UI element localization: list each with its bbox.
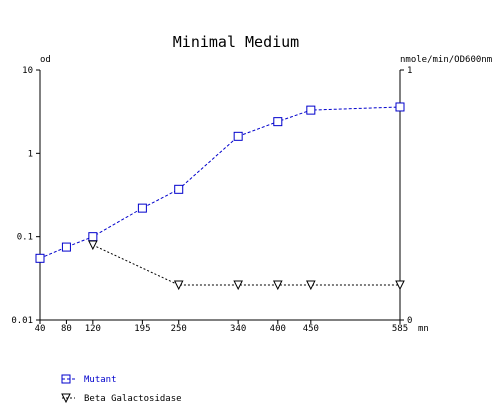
x-tick-label: 195 bbox=[134, 324, 150, 334]
data-point-mutant bbox=[273, 117, 283, 127]
x-tick-label: 585 bbox=[392, 324, 408, 334]
data-point-beta-galactosidase bbox=[233, 280, 243, 291]
x-axis-label: mn bbox=[418, 324, 429, 334]
y2-tick-label: 1 bbox=[407, 66, 412, 76]
x-tick-label: 450 bbox=[303, 324, 319, 334]
legend-item-beta-galactosidase: Beta Galactosidase bbox=[61, 393, 182, 404]
x-tick-label: 80 bbox=[61, 324, 72, 334]
data-point-mutant bbox=[88, 232, 98, 242]
data-point-mutant bbox=[174, 184, 184, 194]
data-point-beta-galactosidase bbox=[88, 240, 98, 251]
x-tick-label: 120 bbox=[85, 324, 101, 334]
chart-title: Minimal Medium bbox=[173, 33, 299, 51]
data-point-beta-galactosidase bbox=[306, 280, 316, 291]
data-point-mutant bbox=[306, 105, 316, 115]
x-tick-label: 400 bbox=[270, 324, 286, 334]
series-line-beta-galactosidase bbox=[92, 244, 400, 286]
data-point-mutant bbox=[137, 203, 147, 213]
y-tick-label: 0.1 bbox=[17, 233, 33, 243]
legend: Mutant Beta Galactosidase bbox=[61, 374, 182, 404]
x-tick-label: 40 bbox=[35, 324, 46, 334]
data-point-beta-galactosidase bbox=[395, 280, 405, 291]
x-tick-label: 340 bbox=[230, 324, 246, 334]
data-point-beta-galactosidase bbox=[272, 280, 283, 291]
legend-beta-marker bbox=[61, 393, 71, 404]
legend-item-mutant: Mutant bbox=[61, 374, 117, 385]
series-layer bbox=[35, 102, 405, 291]
legend-beta-label: Beta Galactosidase bbox=[84, 394, 182, 404]
data-point-mutant bbox=[395, 102, 405, 112]
y-tick-label: 1 bbox=[28, 149, 33, 159]
legend-mutant-marker bbox=[61, 374, 71, 384]
data-point-mutant bbox=[233, 131, 243, 141]
x-tick-label: 250 bbox=[171, 324, 187, 334]
y2-axis-label: nmole/min/OD600nm bbox=[400, 55, 492, 65]
y2-tick-label: 0 bbox=[407, 316, 412, 326]
data-point-beta-galactosidase bbox=[173, 280, 184, 291]
y-tick-label: 10 bbox=[22, 66, 33, 76]
data-point-mutant bbox=[35, 253, 45, 263]
legend-mutant-label: Mutant bbox=[84, 375, 117, 385]
y-axis-label: od bbox=[40, 55, 51, 65]
data-point-mutant bbox=[61, 242, 71, 252]
y-tick-label: 0.01 bbox=[11, 316, 33, 326]
